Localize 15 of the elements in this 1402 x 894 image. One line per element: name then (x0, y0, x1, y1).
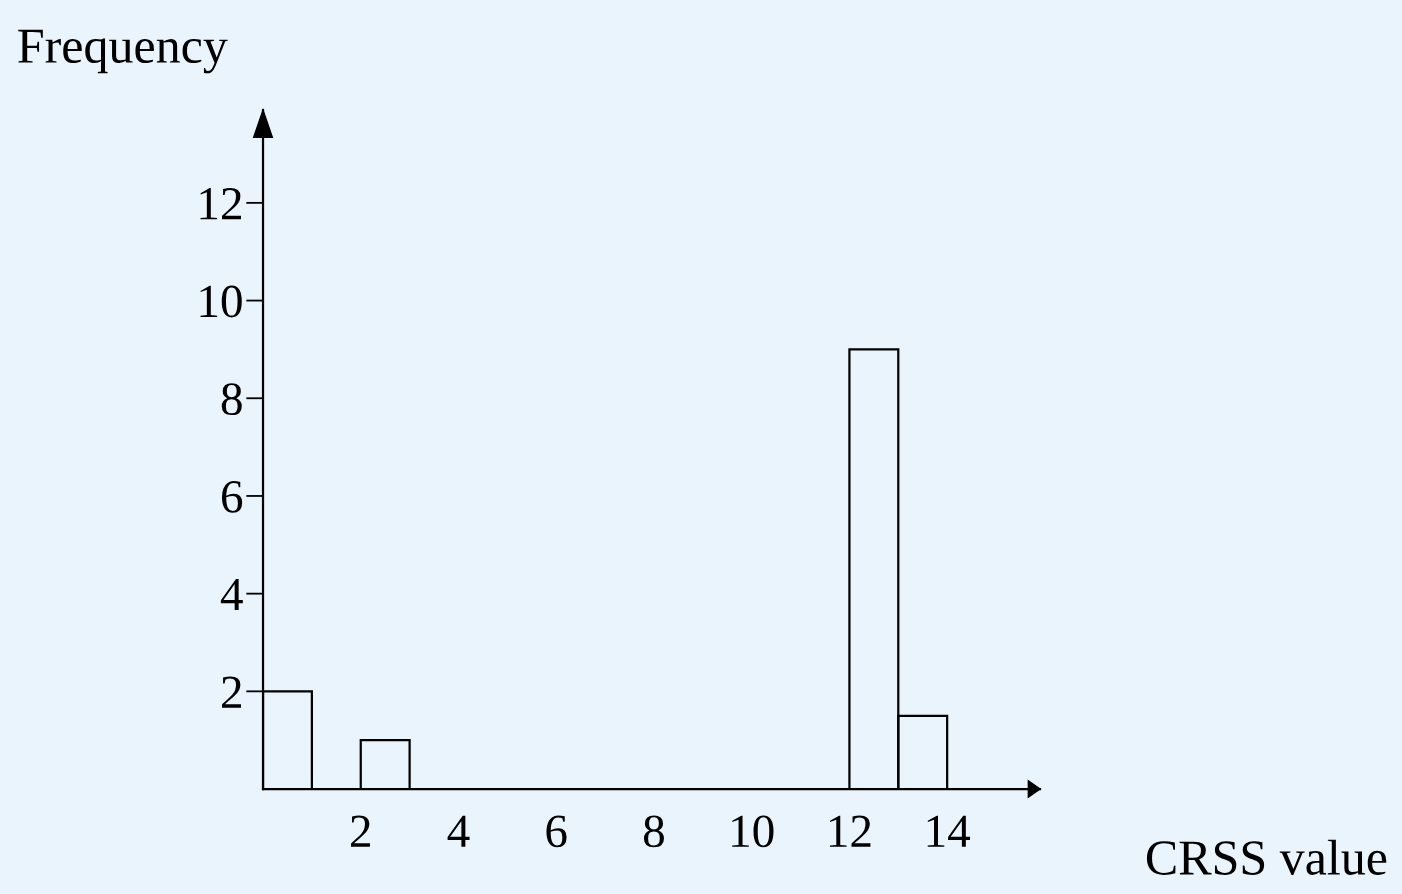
y-tick-label: 8 (221, 383, 242, 416)
x-tick-label: 14 (927, 815, 971, 847)
x-axis-title: CRSS value (1146, 839, 1387, 875)
x-tick-label: 4 (447, 815, 470, 847)
y-tick-label: 12 (200, 187, 241, 220)
y-axis-title: Frequency (18, 29, 228, 74)
y-tick-label: 10 (200, 285, 242, 318)
x-tick-label: 10 (732, 815, 774, 848)
y-tick-label: 6 (221, 481, 243, 513)
x-tick-label: 6 (546, 815, 567, 848)
x-tick-label: 8 (643, 815, 664, 848)
y-tick-label: 2 (222, 676, 241, 708)
x-tick-label: 2 (351, 815, 370, 847)
y-tick-label: 4 (220, 578, 243, 611)
x-tick-label: 12 (829, 815, 871, 847)
